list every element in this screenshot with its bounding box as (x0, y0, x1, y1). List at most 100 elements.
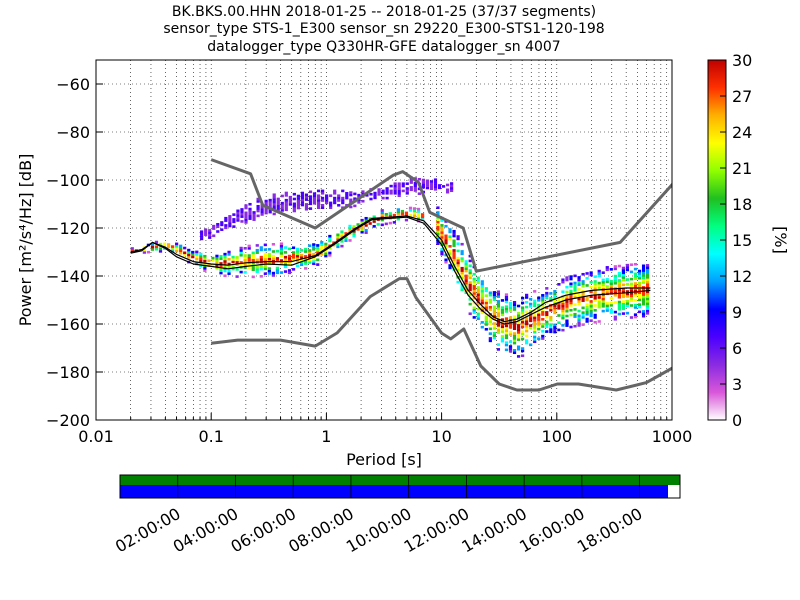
density-cell (565, 309, 569, 313)
density-cell (488, 308, 492, 311)
title-line-1: BK.BKS.00.HHN 2018-01-25 -- 2018-01-25 (… (172, 4, 596, 20)
density-cell (316, 206, 321, 209)
density-cell (565, 314, 569, 318)
density-cell (239, 249, 243, 252)
colorbar-tick-label: 21 (732, 159, 752, 178)
density-cell (561, 328, 565, 332)
density-cell (468, 276, 472, 280)
density-cell (557, 314, 561, 317)
density-cell (444, 244, 448, 247)
density-cell (492, 291, 496, 294)
density-cell (316, 199, 321, 202)
density-cell (593, 316, 597, 319)
density-cell (348, 224, 352, 228)
density-cell (464, 288, 468, 292)
density-cell (541, 330, 545, 333)
density-cell (228, 217, 232, 221)
density-cell (212, 234, 216, 238)
density-cell (613, 291, 617, 295)
density-cell (581, 313, 585, 317)
density-cell (589, 280, 593, 284)
density-cell (142, 251, 146, 254)
density-cell (312, 257, 316, 261)
density-cell (312, 252, 316, 256)
density-cell (541, 294, 545, 297)
density-cell (521, 320, 525, 324)
density-cell (429, 180, 434, 183)
density-cell (533, 304, 537, 308)
density-cell (263, 243, 267, 247)
density-cell (496, 309, 501, 313)
density-cell (329, 201, 333, 205)
density-cell (408, 209, 413, 212)
density-cell (271, 243, 275, 246)
density-cell (480, 292, 484, 295)
density-cell (504, 334, 509, 337)
density-cell (440, 252, 444, 256)
density-cell (553, 328, 557, 331)
density-cell (516, 311, 521, 315)
density-cell (496, 302, 501, 306)
density-cell (320, 206, 325, 209)
density-cell (645, 300, 650, 303)
density-cell (444, 239, 448, 242)
density-cell (360, 221, 364, 224)
density-cell (263, 248, 267, 251)
density-cell (541, 313, 545, 316)
density-cell (308, 251, 312, 255)
density-cell (312, 201, 317, 205)
density-cell (259, 265, 263, 269)
density-cell (412, 209, 417, 213)
density-cell (484, 299, 488, 302)
density-cell (633, 294, 638, 297)
density-cell (393, 192, 397, 195)
density-cell (284, 194, 288, 197)
x-tick-label: 100 (542, 427, 573, 446)
density-cell (397, 194, 401, 197)
density-cell (228, 222, 232, 225)
density-cell (569, 294, 573, 298)
density-cell (484, 318, 488, 321)
density-cell (464, 262, 468, 266)
density-cell (633, 274, 638, 278)
density-cell (187, 253, 191, 257)
density-cell (325, 199, 329, 202)
density-cell (549, 316, 553, 319)
density-cell (601, 283, 605, 286)
density-cell (484, 287, 488, 290)
density-cell (617, 288, 621, 292)
density-cell (264, 211, 268, 215)
density-cell (613, 277, 617, 280)
density-cell (577, 276, 581, 279)
density-cell (287, 257, 292, 260)
density-cell (553, 311, 557, 315)
density-cell (256, 207, 260, 210)
x-tick-label: 0.01 (78, 427, 114, 446)
density-cell (460, 276, 464, 280)
density-cell (235, 268, 239, 271)
density-cell (569, 289, 573, 293)
density-cell (504, 310, 509, 313)
density-cell (476, 281, 480, 284)
density-cell (320, 245, 324, 249)
density-cell (223, 257, 227, 261)
density-cell (521, 311, 525, 314)
density-cell (468, 283, 472, 287)
timeline-tick-label: 10:00:00 (343, 504, 415, 556)
density-cell (537, 313, 541, 316)
density-cell (637, 310, 642, 314)
density-cell (512, 308, 517, 311)
density-cell (271, 271, 275, 275)
density-cell (312, 262, 316, 266)
density-cell (565, 285, 569, 289)
density-cell (537, 318, 541, 321)
density-cell (569, 296, 573, 300)
density-cell (561, 280, 565, 284)
data-coverage-bar (120, 475, 680, 485)
density-cell (329, 194, 333, 197)
density-cell (645, 285, 650, 289)
density-cell (259, 246, 263, 249)
density-cell (336, 245, 340, 249)
density-cell (521, 316, 525, 319)
colorbar-tick-label: 24 (732, 123, 752, 142)
